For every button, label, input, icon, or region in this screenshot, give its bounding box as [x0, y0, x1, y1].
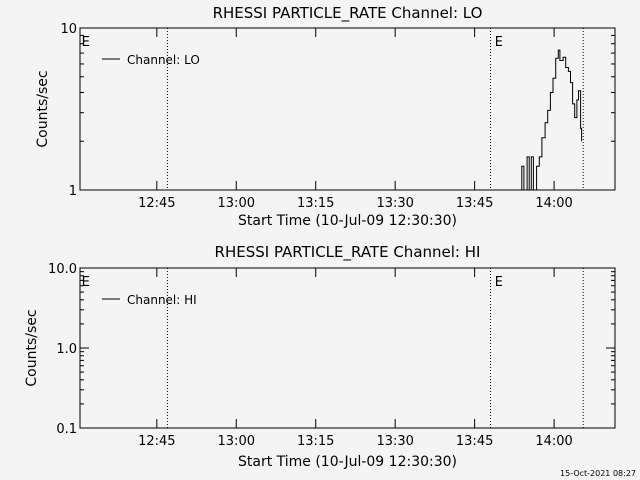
x-tick-label: 14:00 — [535, 434, 572, 449]
chart-panel-2: RHESSI PARTICLE_RATE Channel: HI 12:45 13:… — [24, 243, 616, 470]
legend-entry: Channel: HI — [127, 293, 197, 307]
y-axis-label: Counts/sec — [35, 70, 51, 147]
footer-timestamp: 15-Oct-2021 08:27 — [560, 469, 636, 478]
y-tick-label: 10.0 — [48, 262, 77, 277]
plot-frame — [79, 27, 616, 191]
e-marker: E — [82, 35, 90, 50]
x-tick-label: 13:15 — [297, 196, 334, 211]
x-tick-label: 13:30 — [376, 434, 413, 449]
x-tick-label: 13:15 — [297, 434, 334, 449]
y-tick-label: 0.1 — [56, 422, 77, 437]
y-axis-label: Counts/sec — [24, 309, 40, 386]
x-tick-label: 13:45 — [456, 196, 493, 211]
chart-title: RHESSI PARTICLE_RATE Channel: HI — [215, 243, 481, 262]
chart-title: RHESSI PARTICLE_RATE Channel: LO — [213, 4, 483, 23]
series-line — [521, 49, 583, 190]
x-axis-label: Start Time (10-Jul-09 12:30:30) — [238, 213, 457, 229]
y-tick-label: 1 — [69, 184, 77, 199]
x-axis-label: Start Time (10-Jul-09 12:30:30) — [238, 454, 457, 470]
legend-entry: Channel: LO — [127, 53, 200, 67]
e-marker: E — [495, 275, 503, 290]
x-tick-label: 13:30 — [376, 196, 413, 211]
legend: Channel: HI — [102, 293, 197, 307]
e-marker: E — [495, 35, 503, 50]
chart-panel-1: RHESSI PARTICLE_RATE Channel: LO 12:45 13:… — [35, 4, 616, 229]
x-tick-label: 12:45 — [138, 434, 175, 449]
x-tick-label: 12:45 — [138, 196, 175, 211]
x-tick-label: 13:45 — [456, 434, 493, 449]
e-marker: E — [82, 275, 90, 290]
plot-frame — [79, 267, 616, 429]
legend: Channel: LO — [102, 53, 200, 67]
x-tick-label: 14:00 — [535, 196, 572, 211]
x-tick-label: 13:00 — [218, 434, 255, 449]
x-tick-label: 13:00 — [218, 196, 255, 211]
y-tick-label: 10 — [60, 22, 77, 37]
y-tick-label: 1.0 — [56, 342, 77, 357]
